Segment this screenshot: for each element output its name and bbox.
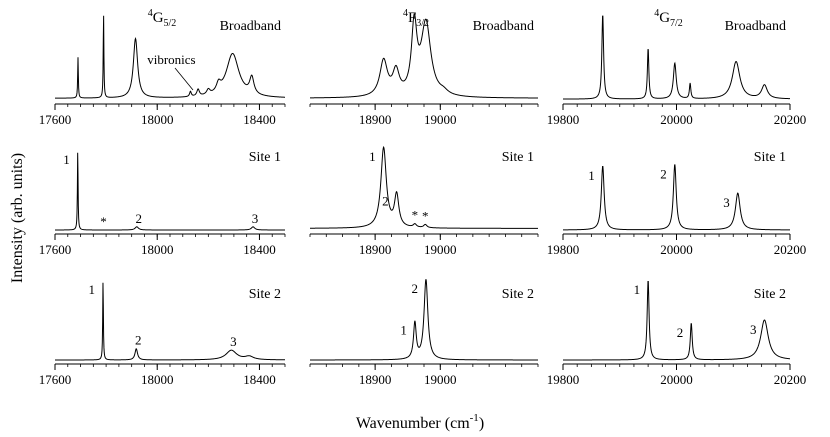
tick-label: 20200: [774, 242, 807, 257]
vibronics-pointer: [174, 67, 194, 91]
tick-label: 20000: [660, 242, 693, 257]
peak-label: 2: [136, 211, 143, 226]
peak-label: 2: [382, 194, 389, 209]
peak-label: 3: [252, 211, 259, 226]
tick-label: 18000: [141, 112, 174, 127]
tick-label: 18400: [243, 372, 276, 387]
tick-label: 19800: [547, 112, 580, 127]
tick-label: 19800: [547, 372, 580, 387]
column-title-superscript: 4: [654, 8, 659, 19]
peak-label: 1: [634, 282, 641, 297]
tick-label: 19800: [547, 242, 580, 257]
column-title-subscript: 5/2: [164, 18, 177, 29]
peak-label: 1: [588, 168, 595, 183]
row-label: Site 1: [249, 150, 281, 165]
spectrum-line: [309, 13, 538, 99]
column-title-2: 4F3/2: [403, 8, 429, 29]
tick-label: 18000: [141, 242, 174, 257]
column-title-main: F: [408, 10, 416, 26]
tick-label: 20000: [660, 112, 693, 127]
tick-label: 18900: [359, 112, 392, 127]
spectrum-line: [563, 15, 791, 100]
x-axis-label-main: Wavenumber (cm: [356, 415, 470, 432]
row-label: Site 2: [249, 287, 281, 302]
tick-label: 19000: [424, 112, 457, 127]
peak-label: 2: [135, 333, 142, 348]
column-title-subscript: 7/2: [670, 18, 683, 29]
spectrum-line: [310, 279, 538, 361]
row-label: Site 2: [754, 287, 786, 302]
tick-label: 20000: [660, 372, 693, 387]
tick-label: 18900: [359, 242, 392, 257]
peak-label: 2: [660, 166, 667, 181]
peak-label: 2: [677, 325, 684, 340]
tick-label: 19000: [424, 372, 457, 387]
row-label: Site 1: [502, 150, 534, 165]
row-label: Site 2: [502, 287, 534, 302]
peak-label: 1: [400, 323, 407, 338]
spectrum-line: [55, 15, 286, 99]
peak-label: 1: [369, 149, 376, 164]
column-title-1: 4G5/2: [148, 8, 177, 29]
tick-label: 17600: [39, 112, 72, 127]
x-axis-label: Wavenumber (cm-1): [356, 412, 484, 432]
peak-label: 3: [723, 195, 730, 210]
column-title-superscript: 4: [403, 8, 408, 19]
spectrum-line: [563, 164, 790, 231]
row-label: Broadband: [725, 19, 786, 34]
asterisk-marker: *: [100, 214, 107, 229]
column-title-3: 4G7/2: [654, 8, 683, 29]
peak-label: 1: [63, 152, 70, 167]
column-title-subscript: 3/2: [416, 18, 429, 29]
peak-label: 1: [89, 282, 96, 297]
y-axis-label: Intensity (arb. units): [9, 153, 26, 283]
row-label: Broadband: [220, 19, 281, 34]
spectrum-line: [55, 282, 285, 361]
tick-label: 18400: [243, 112, 276, 127]
x-axis-label-superscript: -1: [470, 412, 479, 424]
asterisk-marker: *: [422, 208, 429, 223]
spectrum-line: [55, 152, 285, 231]
peak-label: 3: [230, 334, 237, 349]
column-title-superscript: 4: [148, 8, 153, 19]
column-title-main: G: [153, 10, 164, 26]
x-axis-label-close: ): [479, 415, 484, 432]
row-label: Site 1: [754, 150, 786, 165]
tick-label: 18900: [359, 372, 392, 387]
tick-label: 17600: [39, 242, 72, 257]
spectrum-line: [310, 145, 538, 229]
peak-label: 2: [411, 281, 418, 296]
tick-label: 18000: [141, 372, 174, 387]
row-label: Broadband: [473, 19, 534, 34]
asterisk-marker: *: [412, 208, 419, 223]
column-title-main: G: [659, 10, 670, 26]
spectrum-line: [563, 281, 791, 361]
tick-label: 18400: [243, 242, 276, 257]
peak-label: 3: [750, 322, 757, 337]
vibronics-annotation: vibronics: [147, 52, 195, 67]
tick-label: 20200: [774, 372, 807, 387]
tick-label: 19000: [424, 242, 457, 257]
tick-label: 20200: [774, 112, 807, 127]
tick-label: 17600: [39, 372, 72, 387]
